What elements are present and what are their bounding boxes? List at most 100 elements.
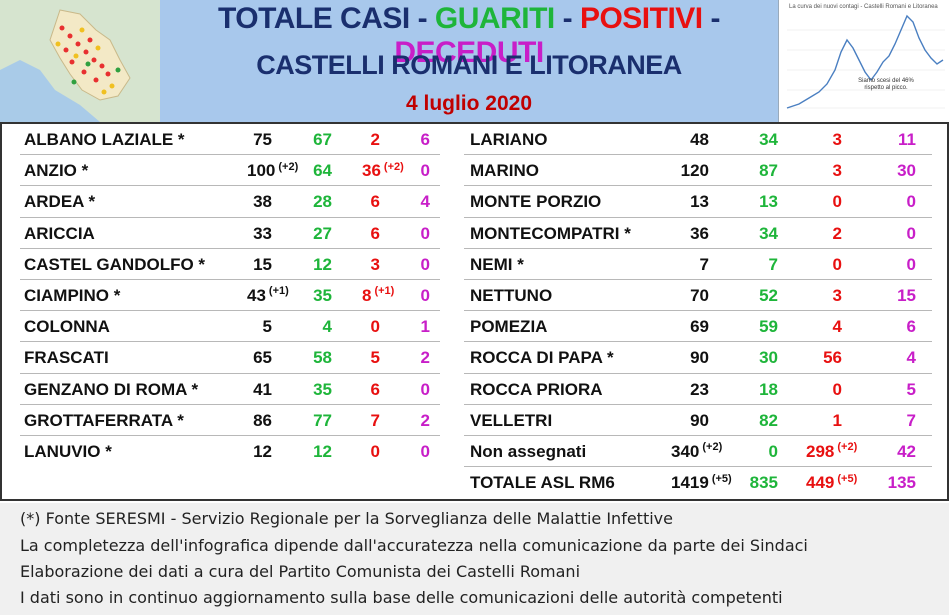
- recovered-count: 59: [759, 317, 778, 337]
- total-cases: 69: [690, 317, 709, 337]
- footer-completeness-note: La completezza dell'infografica dipende …: [20, 536, 808, 555]
- municipality-name: TOTALE ASL RM6: [470, 473, 615, 493]
- title-deceduti: DECEDUTI: [394, 36, 544, 69]
- positive-count: 3: [832, 286, 842, 305]
- row-divider: [464, 466, 932, 468]
- recovered-count: 64: [313, 161, 332, 181]
- total-cases: 90: [690, 348, 709, 368]
- title-separator: -: [417, 2, 428, 35]
- total-cases: 23: [690, 379, 709, 399]
- footer-source-note: (*) Fonte SERESMI - Servizio Regionale p…: [20, 509, 673, 528]
- positive-count: 4: [832, 317, 842, 337]
- table-row: COLONNA 5 4 0 1: [2, 316, 452, 338]
- deceased-count: 0: [906, 254, 916, 274]
- recovered-count: 52: [759, 286, 778, 305]
- municipality-name: FRASCATI: [24, 348, 109, 368]
- municipality-name: GROTTAFERRATA *: [24, 410, 184, 430]
- row-divider: [20, 341, 440, 343]
- total-cases: 86: [253, 410, 272, 430]
- table-row: GROTTAFERRATA * 86 77 7 2: [2, 410, 452, 432]
- total-cases: 48: [690, 130, 709, 149]
- recovered-count: 27: [313, 223, 332, 243]
- deceased-count: 1: [420, 317, 430, 337]
- positive-count: 1: [832, 410, 842, 430]
- subtitle: CASTELLI ROMANI E LITORANEA: [256, 50, 682, 80]
- table-row: ALBANO LAZIALE * 75 67 2 6: [2, 129, 452, 151]
- thumbnail-note: Siamo scesi del 46% rispetto al picco.: [858, 78, 914, 91]
- table-row: FRASCATI 65 58 5 2: [2, 347, 452, 369]
- positive-count: 3: [370, 254, 380, 274]
- recovered-count: 0: [768, 442, 778, 461]
- row-divider: [20, 310, 440, 312]
- table-row: MONTECOMPATRI * 36 34 2 0: [2, 223, 947, 245]
- row-divider: [464, 216, 932, 218]
- total-delta: (+2): [278, 160, 299, 173]
- deceased-count: 0: [420, 379, 430, 399]
- positive-count: 56: [823, 348, 842, 368]
- row-divider: [20, 216, 440, 218]
- positive-count: 0: [832, 379, 842, 399]
- row-divider: [464, 154, 932, 156]
- municipality-name: CIAMPINO *: [24, 286, 121, 305]
- municipality-name: ALBANO LAZIALE *: [24, 130, 185, 149]
- positive-count: 6: [370, 192, 380, 212]
- municipality-name: ANZIO *: [24, 161, 89, 181]
- table-row: ROCCA DI PAPA * 90 30 56 4: [2, 347, 947, 369]
- positive-count: 8 (+1): [362, 285, 395, 305]
- row-divider: [20, 154, 440, 156]
- municipality-name: ROCCA DI PAPA *: [470, 348, 614, 368]
- total-cases: 120: [680, 161, 709, 181]
- row-divider: [20, 279, 440, 280]
- deceased-count: 30: [897, 161, 916, 181]
- recovered-count: 35: [313, 379, 332, 399]
- table-row: ROCCA PRIORA 23 18 0 5: [2, 379, 947, 401]
- positive-count: 298 (+2): [806, 441, 858, 461]
- municipality-name: COLONNA: [24, 317, 110, 337]
- municipality-name: Non assegnati: [470, 442, 587, 461]
- positive-count: 6: [370, 379, 380, 399]
- recovered-count: 87: [759, 161, 778, 181]
- total-cases: 15: [253, 254, 272, 274]
- total-delta: (+5): [711, 472, 732, 485]
- municipality-name: ARICCIA: [24, 223, 95, 243]
- total-cases: 12: [253, 442, 272, 461]
- positive-count: 36 (+2): [362, 160, 404, 181]
- table-row: Non assegnati 340 (+2) 0 298 (+2) 42: [2, 441, 947, 463]
- deceased-count: 0: [420, 442, 430, 461]
- recovered-count: 30: [759, 348, 778, 368]
- header-banner: TOTALE CASI - GUARITI - POSITIVI - DECED…: [0, 0, 949, 122]
- deceased-count: 11: [898, 130, 916, 149]
- municipality-name: ROCCA PRIORA: [470, 379, 603, 399]
- municipality-name: MARINO: [470, 161, 539, 181]
- total-cases: 100 (+2): [247, 160, 299, 181]
- deceased-count: 7: [906, 410, 916, 430]
- municipality-name: LANUVIO *: [24, 442, 112, 461]
- positive-count: 3: [832, 130, 842, 149]
- deceased-count: 0: [420, 161, 430, 181]
- positive-count: 0: [832, 254, 842, 274]
- recovered-count: 18: [759, 379, 778, 399]
- total-cases: 75: [253, 130, 272, 149]
- recovered-count: 67: [313, 130, 332, 149]
- row-divider: [20, 372, 440, 374]
- table-row: MONTE PORZIO 13 13 0 0: [2, 191, 947, 213]
- positive-count: 0: [832, 192, 842, 212]
- positive-delta: (+1): [374, 285, 395, 298]
- municipality-name: MONTE PORZIO: [470, 192, 602, 212]
- municipality-name: POMEZIA: [470, 317, 548, 337]
- row-divider: [20, 403, 440, 405]
- table-row: ANZIO * 100 (+2) 64 36 (+2) 0: [2, 160, 452, 182]
- deceased-count: 0: [906, 223, 916, 243]
- recovered-count: 7: [768, 254, 778, 274]
- positive-count: 0: [370, 317, 380, 337]
- row-divider: [20, 435, 440, 436]
- table-row: MARINO 120 87 3 30: [2, 160, 947, 182]
- map-illustration: [0, 0, 160, 122]
- title-totale-casi: TOTALE CASI: [218, 2, 410, 35]
- deceased-count: 2: [420, 410, 430, 430]
- positive-count: 5: [370, 348, 380, 368]
- title-separator: -: [562, 2, 573, 35]
- recovered-count: 12: [313, 442, 332, 461]
- deceased-count: 2: [420, 348, 430, 368]
- positive-count: 7: [370, 410, 380, 430]
